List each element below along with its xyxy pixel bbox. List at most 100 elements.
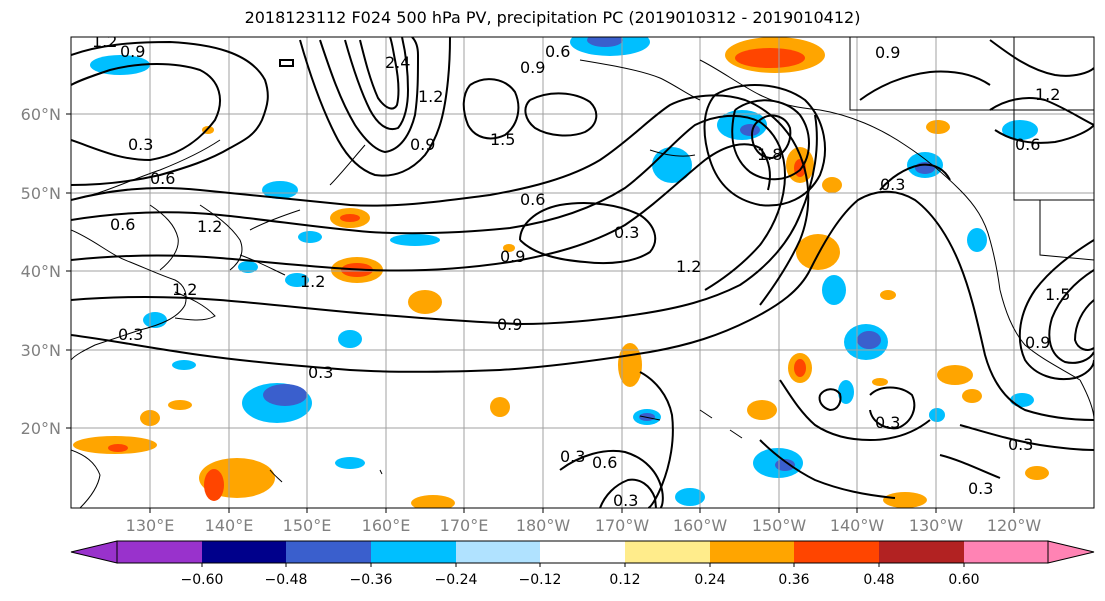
precip-negative-blob [90,55,150,75]
precip-positive-blob [411,495,455,508]
precip-negative-blob [298,231,322,243]
precip-negative-core [740,124,760,136]
lat-label: 30°N [21,341,61,360]
contour-label: 2.4 [385,53,410,72]
precip-negative-blob [967,228,987,252]
colorbar-tick-label: −0.12 [519,572,562,588]
precip-negative-blob [929,408,945,422]
colorbar-tick-label: 0.12 [609,572,640,588]
precip-negative-core [857,331,881,349]
precip-positive-core [340,214,360,222]
contour-label: 0.6 [545,42,570,61]
lon-label: 150°E [283,516,332,535]
lat-label: 40°N [21,262,61,281]
contour-label: 1.5 [1045,285,1070,304]
contour-label: 0.9 [120,42,145,61]
contour-label: 0.9 [1025,333,1050,352]
contour-label: 0.9 [520,58,545,77]
contour-label: 1.2 [197,217,222,236]
precip-positive-core [735,48,805,68]
precip-negative-blob [285,273,309,287]
colorbar-segment [456,541,540,563]
precip-positive-blob [747,400,777,420]
precip-negative-blob [338,330,362,348]
colorbar-segment [117,541,202,563]
colorbar-tick-label: 0.48 [863,572,894,588]
contour-labels: 0.9 1.2 2.4 0.6 0.9 0.9 1.2 0.6 1.2 0.3 … [92,32,1070,508]
contour-label: 0.9 [410,135,435,154]
lon-label: 140°E [205,516,254,535]
contour-label: 0.3 [968,479,993,498]
precip-negative-core [587,37,623,47]
precip-positive-blob [822,177,842,193]
precip-shading [73,37,1049,508]
colorbar-tick-label: 0.24 [694,572,725,588]
contour-label: 0.3 [614,223,639,242]
precip-negative-blob [822,275,846,305]
lon-label: 170°W [595,516,650,535]
lon-label: 170°E [440,516,489,535]
precip-positive-core [108,444,128,452]
longitude-labels: 130°E 140°E 150°E 160°E 170°E 180°W 170°… [126,516,1042,535]
contour-label: 1.5 [490,130,515,149]
precip-negative-blob [172,360,196,370]
precip-positive-blob [503,244,515,252]
contour-label: 1.2 [1035,85,1060,104]
precip-negative-blob [262,181,298,199]
colorbar-tick-label: −0.60 [181,572,224,588]
precip-positive-blob [408,290,442,314]
precip-negative-blob [335,457,365,469]
lon-label: 160°E [362,516,411,535]
contour-label: 0.6 [1015,135,1040,154]
colorbar-tick-label: −0.36 [350,572,393,588]
contour-label: 0.3 [118,325,143,344]
precip-positive-blob [1025,466,1049,480]
precip-negative-blob [675,488,705,506]
precip-negative-blob [390,234,440,246]
contour-label: 0.3 [1008,435,1033,454]
lon-label: 140°W [830,516,885,535]
contour-label: 0.3 [560,447,585,466]
colorbar-segment [794,541,879,563]
contour-label: 0.3 [880,175,905,194]
colorbar-segment [286,541,371,563]
contour-label: 1.8 [757,145,782,164]
precip-negative-core [775,459,795,471]
map-frame [70,36,1095,509]
colorbar-segment [1047,540,1095,564]
contour-label: 1.2 [418,87,443,106]
contour-label: 0.6 [520,190,545,209]
precip-negative-core [263,384,307,406]
contour-label: 0.6 [150,169,175,188]
contour-label: 1.2 [300,272,325,291]
lon-label: 150°W [752,516,807,535]
colorbar-segment [70,540,118,564]
colorbar-tick-label: −0.48 [265,572,308,588]
contour-label: 0.6 [592,453,617,472]
colorbar-segment [540,541,625,563]
contour-label: 0.9 [875,43,900,62]
contour-label: 1.2 [92,32,117,51]
colorbar-tick-label: 0.36 [778,572,809,588]
lat-label: 20°N [21,419,61,438]
lat-label: 60°N [21,105,61,124]
contour-label: 1.2 [172,280,197,299]
lon-label: 130°E [126,516,175,535]
colorbar-tick-marks [201,563,965,567]
precip-positive-blob [962,389,982,403]
precip-positive-core [204,469,224,501]
colorbar-frame [116,540,1049,564]
precip-positive-blob [490,397,510,417]
graticule [71,37,1094,508]
colorbar-tick-label: 0.60 [948,572,979,588]
contour-label: 0.9 [500,247,525,266]
contour-label: 1.2 [676,257,701,276]
lon-label: 120°W [987,516,1042,535]
colorbar-segment [710,541,794,563]
map-area: 0.9 1.2 2.4 0.6 0.9 0.9 1.2 0.6 1.2 0.3 … [71,32,1094,508]
precip-positive-core [794,359,806,377]
colorbar-segment [202,541,286,563]
lat-label: 50°N [21,184,61,203]
colorbar-segment [371,541,456,563]
precip-positive-blob [926,120,950,134]
